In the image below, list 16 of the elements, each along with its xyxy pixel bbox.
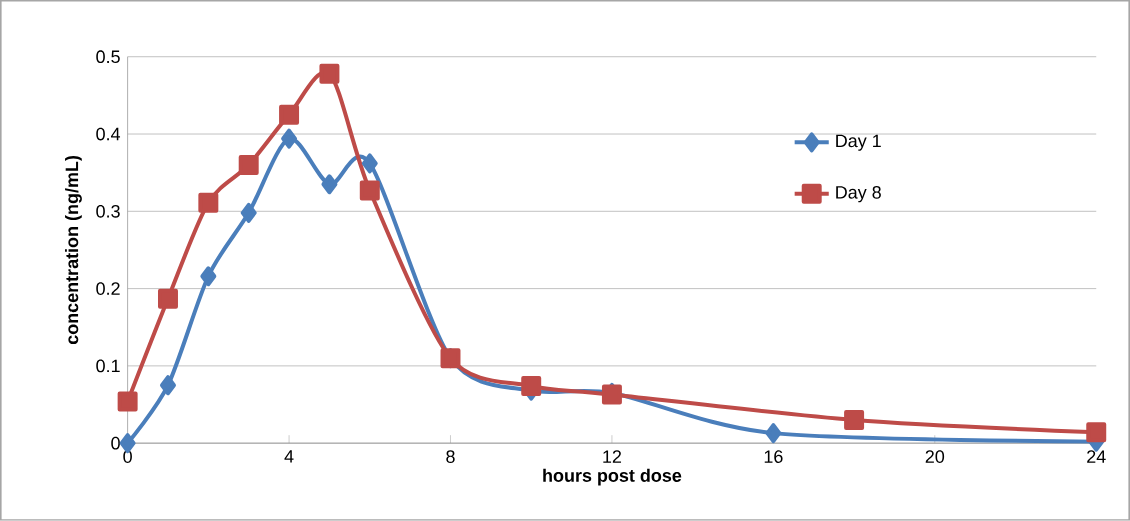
legend-label: Day 8 [836,186,881,203]
x-tick-label: 12 [603,450,622,463]
y-tick-label: 0.1 [96,359,120,373]
x-tick-label: 20 [925,450,945,464]
y-tick-label: 0.5 [96,50,120,64]
x-tick-label: 24 [1087,450,1106,463]
x-tick-label: 8 [446,450,455,464]
legend-label: Day 1 [836,134,881,151]
y-tick-label: 0.3 [96,205,120,218]
y-tick-label: 0 [111,436,120,450]
y-tick-label: 0.2 [96,282,120,296]
y-axis-title: concentration (ng/mL) [65,156,82,345]
x-axis-title: hours post dose [543,468,682,486]
x-tick-label: 16 [764,450,783,464]
x-tick-label: 4 [284,450,294,463]
y-tick-label: 0.4 [96,127,121,141]
